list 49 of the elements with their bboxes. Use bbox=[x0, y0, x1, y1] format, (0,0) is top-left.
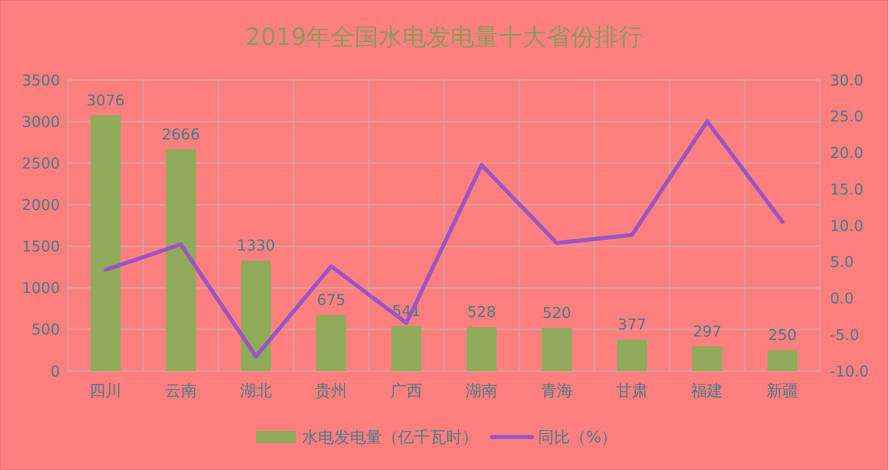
bar bbox=[542, 328, 572, 371]
y-tick-label: 2000 bbox=[22, 196, 60, 214]
x-tick-label: 湖北 bbox=[240, 381, 272, 400]
data-label: 297 bbox=[692, 322, 722, 340]
x-tick-label: 新疆 bbox=[766, 381, 798, 400]
y2-tick-label: 0.0 bbox=[830, 290, 854, 308]
y-tick-label: 2500 bbox=[22, 154, 60, 172]
legend-label: 水电发电量（亿千瓦时） bbox=[302, 428, 478, 447]
x-tick-label: 云南 bbox=[164, 381, 197, 400]
y2-tick-label: -5.0 bbox=[830, 326, 860, 344]
y2-tick-label: 5.0 bbox=[830, 253, 854, 272]
data-label: 1330 bbox=[236, 236, 276, 254]
y2-tick-label: 25.0 bbox=[830, 108, 864, 126]
y2-tick-label: -10.0 bbox=[830, 362, 869, 380]
y-tick-label: 3500 bbox=[22, 71, 60, 90]
bar bbox=[240, 260, 272, 371]
data-label: 675 bbox=[316, 290, 346, 309]
y-tick-label: 500 bbox=[31, 320, 60, 339]
y2-tick-label: 30.0 bbox=[830, 71, 864, 90]
bar bbox=[616, 340, 648, 371]
y-tick-label: 1000 bbox=[22, 279, 60, 298]
x-tick-label: 贵州 bbox=[315, 381, 348, 400]
data-label: 250 bbox=[768, 326, 797, 344]
legend-label: 同比（%） bbox=[538, 428, 618, 447]
chart-title: 2019年全国水电发电量十大省份排行 bbox=[245, 23, 643, 51]
data-label: 3076 bbox=[86, 91, 125, 110]
y2-tick-label: 15.0 bbox=[830, 180, 864, 198]
y-tick-label: 1500 bbox=[22, 238, 60, 256]
data-label: 377 bbox=[618, 316, 646, 334]
x-tick-label: 湖南 bbox=[466, 381, 498, 400]
data-label: 2666 bbox=[162, 125, 200, 144]
bar bbox=[767, 350, 798, 371]
x-tick-label: 四川 bbox=[90, 381, 122, 400]
data-label: 520 bbox=[542, 304, 572, 322]
data-label: 528 bbox=[467, 303, 496, 322]
y-tick-label: 3000 bbox=[22, 112, 60, 131]
bar bbox=[90, 115, 121, 371]
x-tick-label: 广西 bbox=[390, 381, 422, 400]
y2-tick-label: 20.0 bbox=[830, 144, 864, 162]
bar bbox=[166, 149, 196, 371]
bar bbox=[466, 327, 497, 371]
bar bbox=[316, 314, 346, 371]
y-tick-label: 0 bbox=[50, 362, 60, 380]
bar bbox=[692, 346, 722, 371]
x-tick-label: 青海 bbox=[540, 381, 573, 400]
bar bbox=[391, 326, 422, 371]
x-tick-label: 福建 bbox=[691, 381, 724, 400]
y2-tick-label: 10.0 bbox=[830, 216, 864, 235]
x-tick-label: 甘肃 bbox=[616, 381, 648, 400]
